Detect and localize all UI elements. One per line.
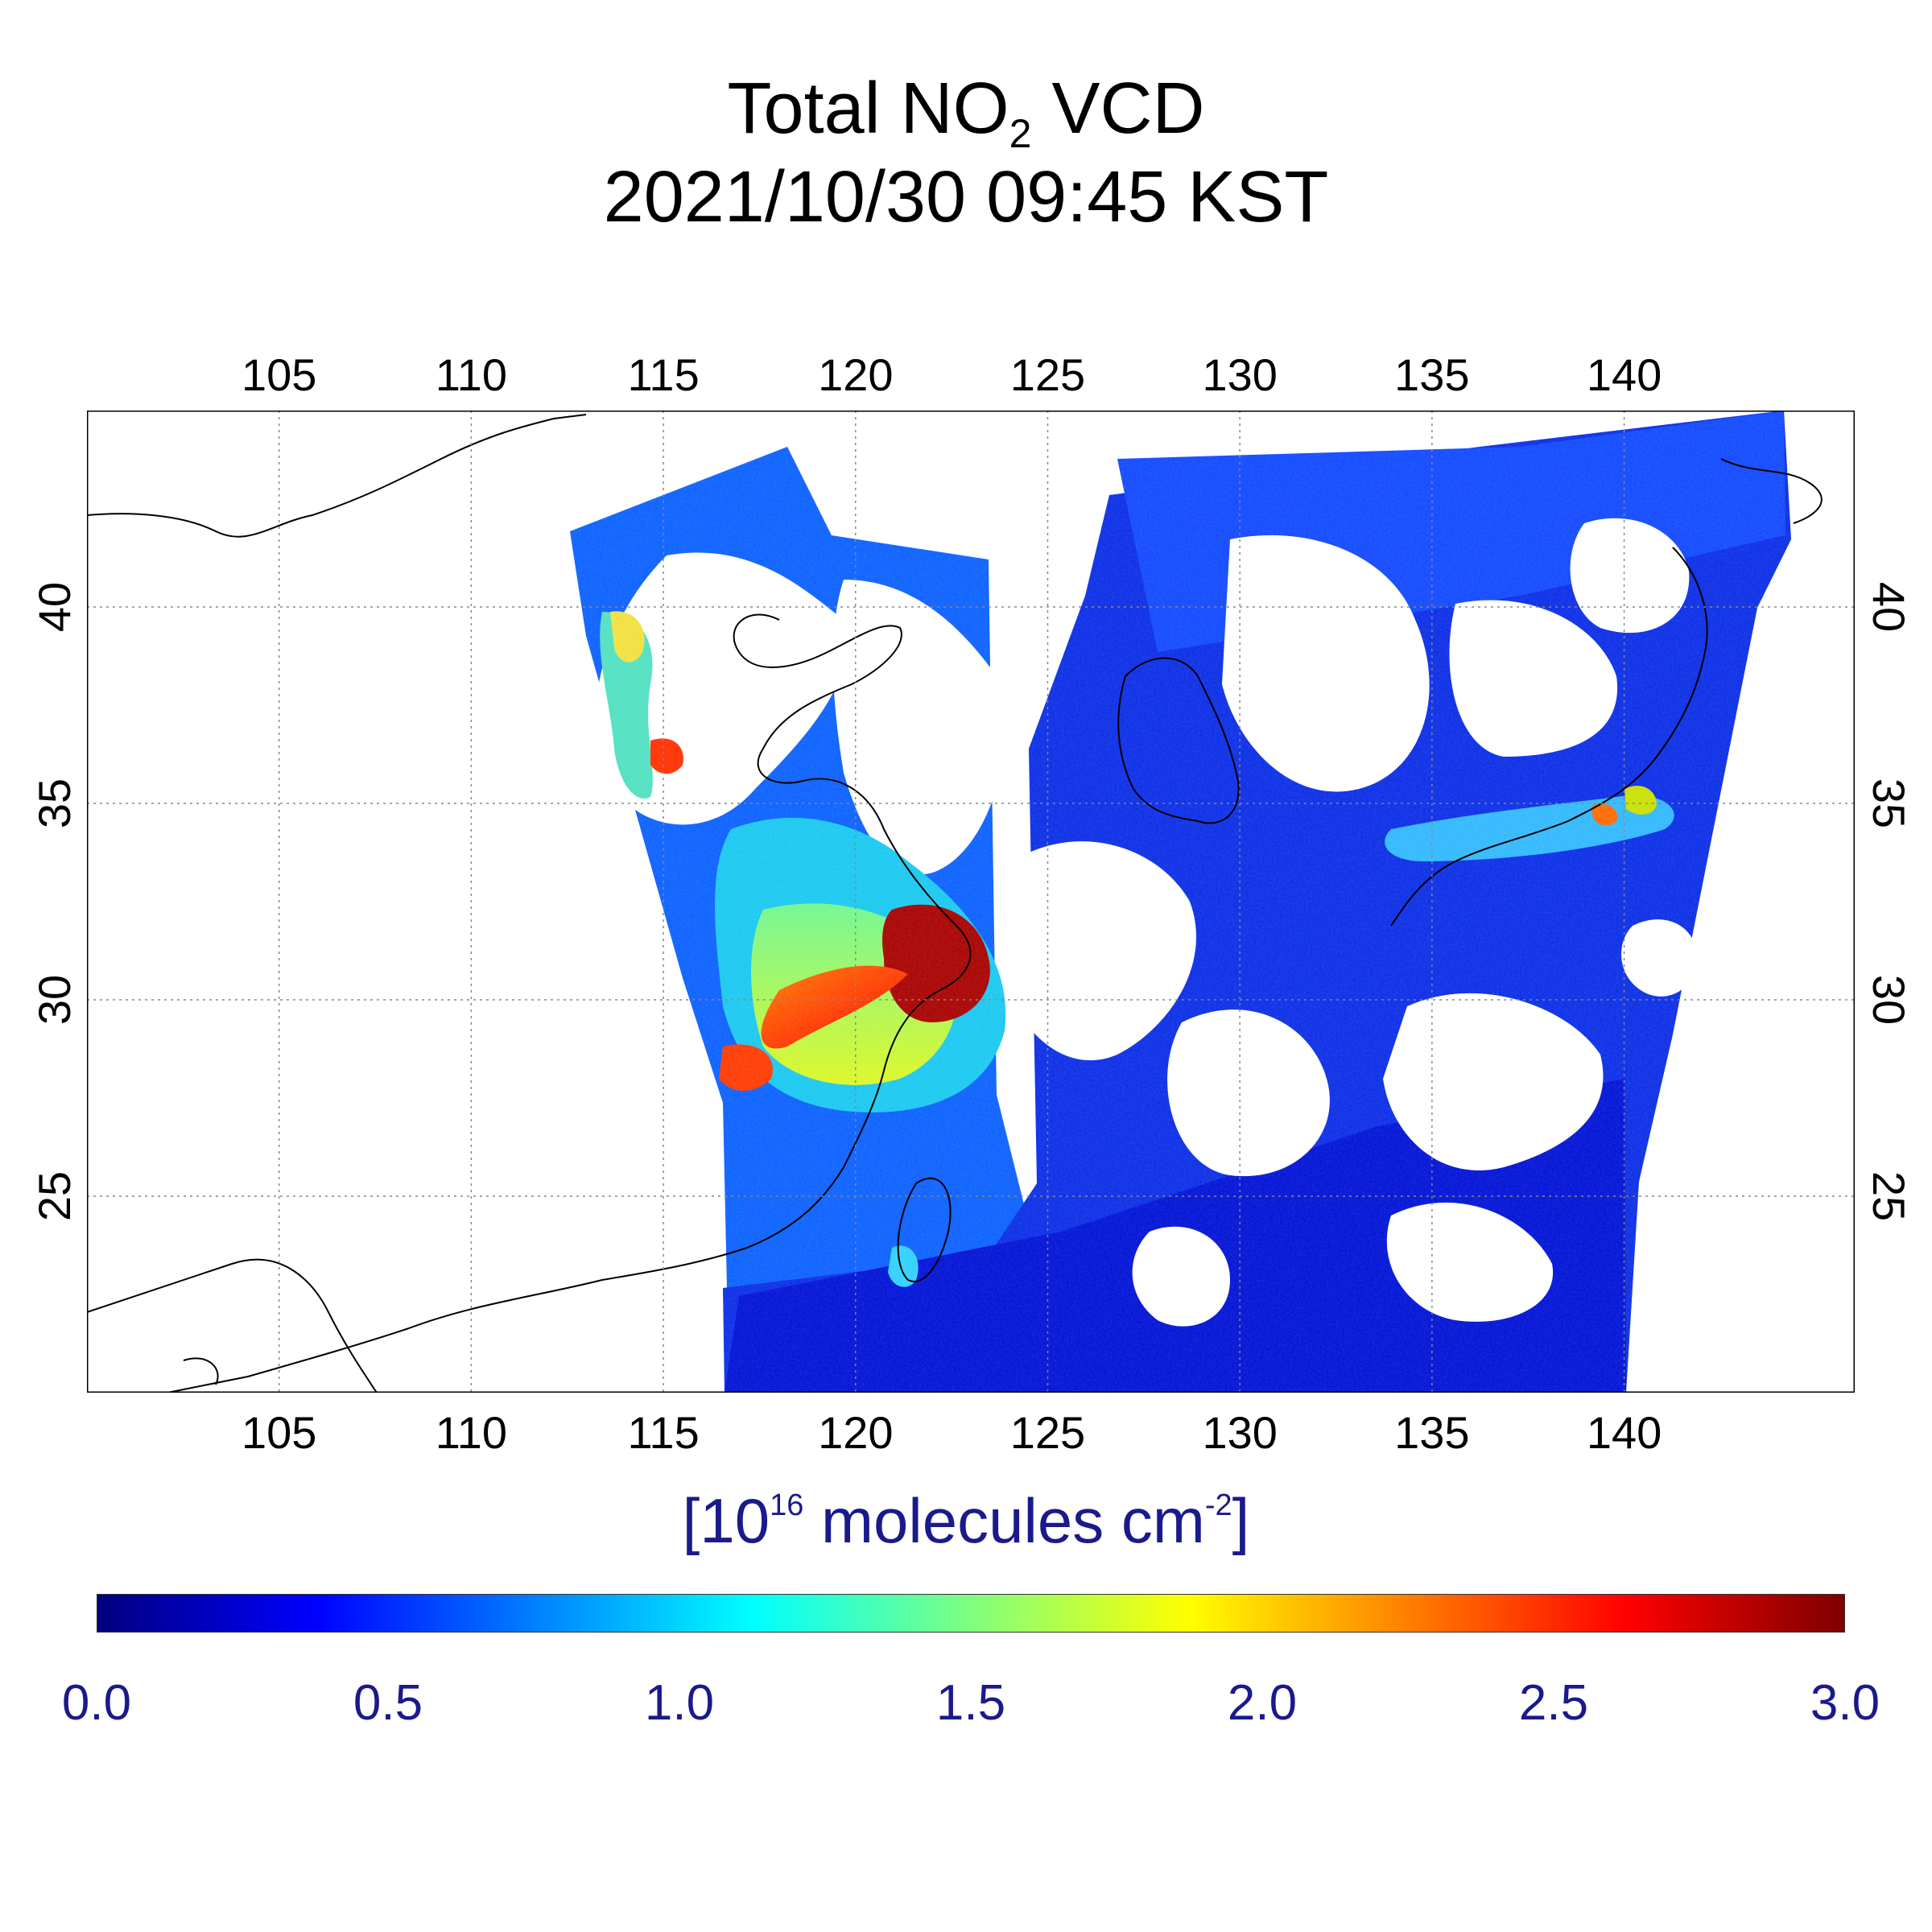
lat-tick-label-left: 40 (29, 581, 80, 633)
title-line-2: 2021/10/30 09:45 KST (603, 157, 1329, 237)
coast-korea (1117, 657, 1240, 824)
lon-tick-label-bottom: 125 (1009, 1407, 1086, 1458)
lon-tick-label-top: 130 (1202, 349, 1278, 400)
unit-prefix: [10 (682, 1485, 770, 1556)
colorbar-tick-label: 2.0 (1227, 1675, 1298, 1731)
unit-text: molecules cm (803, 1485, 1205, 1556)
lat-tick-label-right: 35 (1864, 778, 1914, 829)
colorbar-tick-label: 0.5 (353, 1675, 423, 1731)
lon-tick-label-bottom: 105 (241, 1407, 317, 1458)
lat-tick-label-right: 40 (1864, 581, 1914, 633)
title-line-1: Total NO2 VCD (0, 64, 1932, 156)
map-gridlines (87, 411, 1855, 1393)
lon-tick-label-bottom: 115 (627, 1407, 700, 1458)
unit-exponent-2: -2 (1204, 1488, 1232, 1522)
lon-tick-label-bottom: 130 (1202, 1407, 1278, 1458)
lon-tick-label-top: 125 (1009, 349, 1086, 400)
lon-tick-label-bottom: 135 (1394, 1407, 1470, 1458)
map-plot-area (87, 411, 1855, 1393)
colorbar-tick-label: 1.5 (935, 1675, 1006, 1731)
lon-tick-label-bottom: 140 (1586, 1407, 1662, 1458)
map-title: Total NO2 VCD 2021/10/30 09:45 KST (0, 64, 1932, 242)
coastlines (87, 414, 1823, 1393)
lat-tick-label-left: 30 (29, 974, 80, 1026)
title-text: Total NO (727, 68, 1009, 149)
colorbar-tick-label: 1.0 (644, 1675, 715, 1731)
coast-japan-north (1720, 458, 1823, 524)
lat-tick-label-left: 35 (29, 778, 80, 829)
coast-taiwan (897, 1177, 952, 1282)
swath-texture (87, 411, 1855, 1393)
title-subscript: 2 (1009, 111, 1032, 156)
colorbar-tick-label: 3.0 (1810, 1675, 1880, 1731)
colorbar (97, 1594, 1845, 1633)
coast-hainan (183, 1357, 219, 1385)
unit-suffix: ] (1232, 1485, 1250, 1556)
coast-inner-border (87, 1258, 378, 1393)
lon-tick-label-bottom: 110 (435, 1407, 508, 1458)
lat-tick-label-right: 25 (1864, 1170, 1914, 1222)
colorbar-tick-label: 0.0 (61, 1675, 132, 1731)
lat-tick-label-right: 30 (1864, 974, 1914, 1026)
coast-china-east (167, 613, 972, 1393)
title-text-suffix: VCD (1031, 68, 1205, 149)
unit-exponent: 16 (770, 1488, 804, 1522)
lon-tick-label-top: 140 (1586, 349, 1662, 400)
coast-japan (1390, 547, 1708, 927)
colorbar-unit-label: [1016 molecules cm-2] (0, 1489, 1932, 1552)
lon-tick-label-top: 120 (818, 349, 894, 400)
lon-tick-label-top: 110 (435, 349, 508, 400)
coast-mainland-north (87, 414, 587, 538)
lon-tick-label-bottom: 120 (818, 1407, 894, 1458)
lon-tick-label-top: 135 (1394, 349, 1470, 400)
lon-tick-label-top: 105 (241, 349, 317, 400)
colorbar-tick-label: 2.5 (1518, 1675, 1589, 1731)
lon-tick-label-top: 115 (627, 349, 700, 400)
lat-tick-label-left: 25 (29, 1170, 80, 1222)
no2-swath (87, 411, 1855, 1393)
